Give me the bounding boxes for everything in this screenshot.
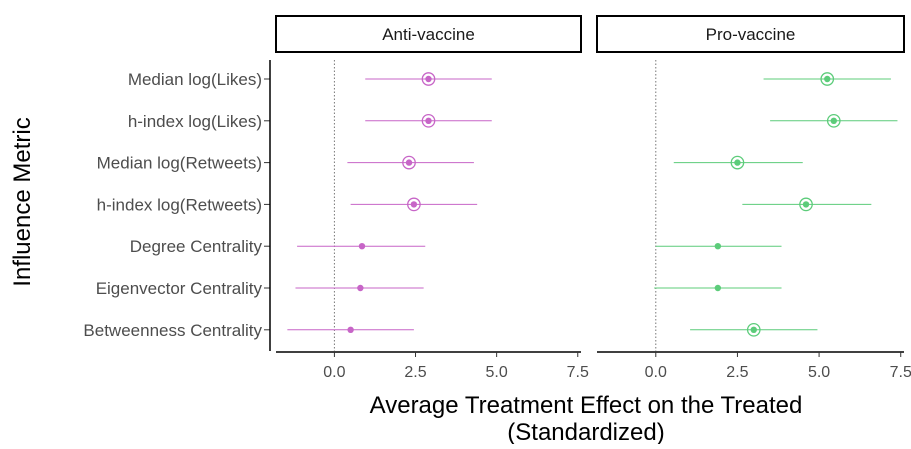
point-estimate [357,284,364,292]
point-estimate [824,75,831,83]
strip-header [275,15,582,53]
x-tick-label: 2.5 [404,364,426,381]
y-axis-labels: Median log(Likes) h-index log(Likes) Media… [83,60,271,351]
strip-label: Anti-vaccine [382,25,475,44]
strip-header [596,15,905,53]
x-axis-title-line2: (Standardized) [507,419,664,444]
panels: Anti-vaccine 0.0 2.5 5.0 7.5 Pro-vaccine 0.0 2.… [275,15,911,381]
x-axis-title-line1: Average Treatment Effect on the Treated [370,392,803,419]
y-tick-label: h-index log(Retweets) [97,195,262,214]
point-estimate [405,159,413,166]
point-estimate [425,117,432,125]
point-estimate [750,326,757,333]
x-tick-label: 2.5 [726,364,748,381]
point-estimate [734,159,741,166]
x-tick-label: 0.0 [323,364,345,381]
y-tick-label: Median log(Likes) [128,70,262,89]
y-tick-label: Eigenvector Centrality [96,279,263,298]
x-tick-label: 5.0 [808,364,830,381]
point-estimate [802,201,810,208]
y-axis-title: Influence Metric [9,117,36,286]
significance-ring [730,155,745,170]
x-tick-label: 7.5 [890,364,911,381]
y-tick-label: Betweenness Centrality [83,321,262,340]
significance-ring [820,72,835,86]
panel-anti-vaccine: Anti-vaccine 0.0 2.5 5.0 7.5 [275,15,589,381]
significance-ring [421,113,436,128]
strip-label: Pro-vaccine [706,25,796,44]
point-estimate [830,117,837,125]
significance-ring [407,197,421,212]
y-tick-label: h-index log(Likes) [128,112,262,131]
point-estimate [714,243,722,250]
significance-ring [826,113,841,128]
point-estimate [358,243,366,250]
x-tick-label: 7.5 [567,364,589,381]
point-estimate [347,326,354,333]
x-tick-label: 5.0 [486,364,508,381]
panel-pro-vaccine: Pro-vaccine 0.0 2.5 5.0 7.5 [596,15,911,381]
y-tick-label: Degree Centrality [130,237,263,256]
x-tick-label: 0.0 [645,364,667,381]
y-tick-label: Median log(Retweets) [97,154,262,173]
significance-ring [421,72,436,86]
significance-ring [402,155,416,170]
point-estimate [410,201,418,208]
point-estimate [425,75,432,83]
significance-ring [746,322,761,337]
significance-ring [799,197,813,212]
point-estimate [714,284,722,292]
